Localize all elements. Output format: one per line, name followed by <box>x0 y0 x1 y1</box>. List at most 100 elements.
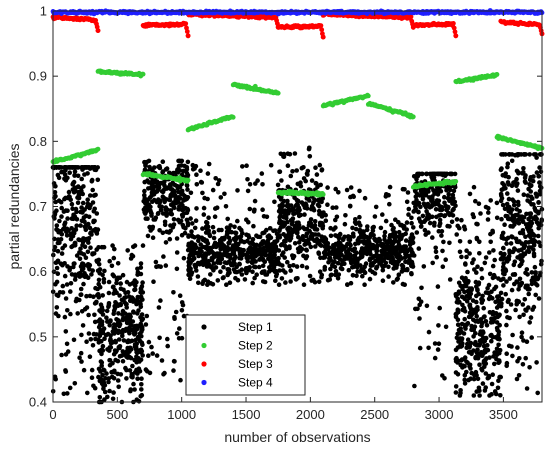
data-point <box>500 267 506 273</box>
data-point <box>401 244 407 249</box>
data-point <box>304 171 310 176</box>
data-point <box>455 296 461 302</box>
data-point <box>201 205 207 211</box>
data-point <box>60 226 66 232</box>
data-point <box>416 216 422 221</box>
data-point <box>82 244 88 249</box>
data-point <box>111 376 117 381</box>
data-point <box>385 241 391 246</box>
data-point <box>115 378 121 383</box>
data-point <box>498 303 504 309</box>
data-point <box>348 258 354 264</box>
data-point <box>475 307 480 313</box>
data-point <box>422 227 428 233</box>
data-point <box>512 246 517 251</box>
data-point <box>407 242 413 248</box>
data-point <box>163 263 169 268</box>
data-point <box>167 236 173 242</box>
data-point <box>428 195 433 200</box>
data-point <box>190 221 195 226</box>
data-point <box>391 225 396 231</box>
data-point <box>252 247 258 253</box>
data-point <box>531 152 537 157</box>
data-point <box>62 314 68 320</box>
data-point <box>517 356 522 361</box>
data-point <box>222 260 228 265</box>
data-point <box>510 213 516 219</box>
data-point <box>338 266 344 271</box>
data-point <box>314 172 320 177</box>
data-point <box>496 360 501 366</box>
data-point <box>532 264 538 270</box>
data-point <box>69 272 75 277</box>
data-point <box>303 178 309 184</box>
data-point <box>62 176 67 182</box>
data-point <box>490 228 495 234</box>
data-point <box>454 217 460 222</box>
data-point <box>205 171 211 176</box>
data-point <box>536 296 542 301</box>
data-point <box>247 206 253 212</box>
data-point <box>72 173 77 178</box>
data-point <box>491 248 496 253</box>
data-point <box>177 326 182 331</box>
data-point <box>353 226 359 232</box>
data-point <box>344 187 350 193</box>
data-point <box>199 249 204 254</box>
data-point <box>83 255 89 260</box>
data-point <box>110 243 115 248</box>
data-point <box>112 368 117 374</box>
data-point <box>295 199 301 205</box>
data-point <box>280 268 286 273</box>
data-point <box>524 386 530 391</box>
data-point <box>90 187 95 193</box>
data-point <box>490 275 496 281</box>
data-point <box>57 240 62 246</box>
data-point <box>213 265 219 270</box>
data-point <box>115 318 121 323</box>
data-point <box>261 258 266 263</box>
data-point <box>389 241 395 246</box>
data-point <box>116 328 121 334</box>
data-point <box>465 269 470 275</box>
data-point <box>409 220 414 226</box>
data-point <box>396 257 402 263</box>
data-point <box>146 158 152 164</box>
data-point <box>499 166 504 171</box>
data-point <box>517 276 523 282</box>
data-point <box>78 350 84 356</box>
data-point <box>313 244 318 249</box>
data-point <box>140 297 145 302</box>
data-point <box>255 178 260 183</box>
data-point <box>482 388 488 393</box>
data-point <box>363 246 368 251</box>
data-point <box>210 224 216 230</box>
data-point <box>213 176 218 181</box>
data-point <box>286 231 291 237</box>
data-point <box>81 281 86 287</box>
data-point <box>85 275 91 281</box>
data-point <box>175 185 181 191</box>
data-point <box>525 287 531 292</box>
data-point <box>403 238 409 243</box>
data-point <box>86 240 91 245</box>
data-point <box>481 358 487 364</box>
data-point <box>517 208 522 214</box>
data-point <box>150 351 155 356</box>
data-point <box>198 168 203 173</box>
data-point <box>462 363 467 369</box>
data-point <box>208 272 213 277</box>
data-point <box>194 245 199 250</box>
data-point <box>134 280 139 285</box>
data-point <box>68 281 74 286</box>
data-point <box>55 259 60 265</box>
data-point <box>82 165 87 170</box>
data-point <box>471 393 477 398</box>
data-point <box>424 303 430 309</box>
data-point <box>64 341 70 347</box>
data-point <box>186 243 191 248</box>
data-point <box>496 342 501 348</box>
data-point <box>205 247 210 252</box>
data-point <box>273 278 278 284</box>
data-point <box>168 223 173 228</box>
